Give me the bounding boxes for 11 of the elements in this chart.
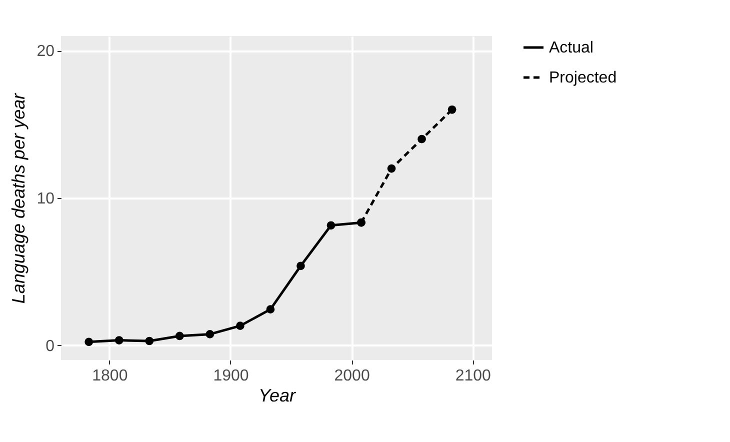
y-tick-label: 10 bbox=[36, 190, 55, 208]
x-tick-label: 2000 bbox=[334, 368, 370, 384]
x-tick-label: 2100 bbox=[455, 368, 492, 384]
legend-label: Projected bbox=[549, 70, 617, 86]
x-axis-title: Year bbox=[258, 386, 297, 406]
legend-label: Actual bbox=[549, 40, 594, 56]
y-tick-label: 0 bbox=[46, 338, 55, 355]
x-tick-label: 1800 bbox=[92, 368, 128, 384]
y-axis-title: Language deaths per year bbox=[8, 92, 29, 304]
x-tick-label: 1900 bbox=[213, 368, 249, 384]
y-tick-label: 20 bbox=[36, 43, 55, 60]
